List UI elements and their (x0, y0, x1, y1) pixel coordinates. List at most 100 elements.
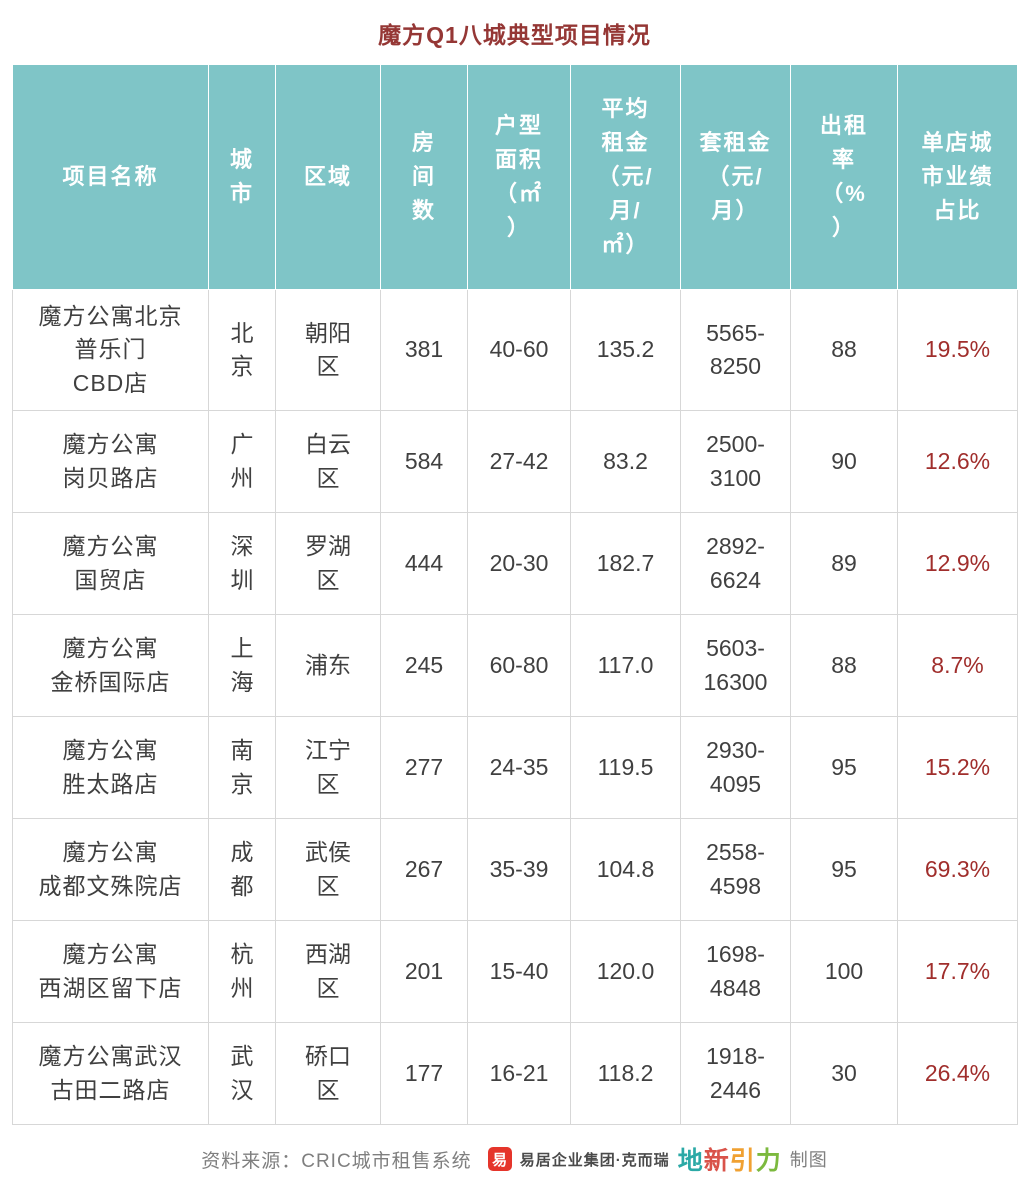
cell-occupancy-rate: 95 (790, 716, 898, 820)
cell-city: 上 海 (208, 614, 276, 718)
cell-district: 江宁 区 (275, 716, 381, 820)
header-row: 项目名称 城 市 区域 房 间 数 户型 面积 （㎡ ） 平均 租金 （元/ 月… (12, 64, 1018, 290)
cell-district: 西湖 区 (275, 920, 381, 1024)
cell-project-name: 魔方公寓 岗贝路店 (12, 410, 209, 514)
header-unit-area: 户型 面积 （㎡ ） (467, 64, 571, 290)
header-performance-share: 单店城 市业绩 占比 (897, 64, 1018, 290)
cell-occupancy-rate: 90 (790, 410, 898, 514)
cell-city: 成 都 (208, 818, 276, 922)
cell-unit-area: 35-39 (467, 818, 571, 922)
cell-performance-share: 12.6% (897, 410, 1018, 514)
cell-unit-rent: 5565- 8250 (680, 288, 791, 412)
cell-occupancy-rate: 95 (790, 818, 898, 922)
table-row: 魔方公寓 岗贝路店 广 州 白云 区 584 27-42 83.2 2500- … (12, 410, 1018, 514)
cell-district: 罗湖 区 (275, 512, 381, 616)
cell-unit-rent: 2892- 6624 (680, 512, 791, 616)
cell-project-name: 魔方公寓 金桥国际店 (12, 614, 209, 718)
cell-project-name: 魔方公寓 国贸店 (12, 512, 209, 616)
brand-char: 引 (729, 1147, 756, 1176)
brand-char: 力 (755, 1147, 782, 1176)
cell-unit-rent: 1698- 4848 (680, 920, 791, 1024)
cell-city: 南 京 (208, 716, 276, 820)
brand-char: 新 (703, 1147, 730, 1176)
cell-performance-share: 12.9% (897, 512, 1018, 616)
cell-performance-share: 26.4% (897, 1022, 1018, 1126)
cell-rooms: 267 (380, 818, 468, 922)
cell-occupancy-rate: 30 (790, 1022, 898, 1126)
table-row: 魔方公寓武汉 古田二路店 武 汉 硚口 区 177 16-21 118.2 19… (12, 1022, 1018, 1126)
cell-avg-rent: 104.8 (570, 818, 681, 922)
cell-rooms: 277 (380, 716, 468, 820)
cell-unit-area: 20-30 (467, 512, 571, 616)
dixinyinli-logo: 地新引力 (678, 1141, 782, 1177)
cell-performance-share: 8.7% (897, 614, 1018, 718)
cell-performance-share: 17.7% (897, 920, 1018, 1024)
cell-unit-area: 60-80 (467, 614, 571, 718)
header-avg-rent: 平均 租金 （元/ 月/ ㎡） (570, 64, 681, 290)
cell-rooms: 245 (380, 614, 468, 718)
cell-unit-area: 27-42 (467, 410, 571, 514)
cell-project-name: 魔方公寓 成都文殊院店 (12, 818, 209, 922)
logo-cluster: 易 易居企业集团·克而瑞 地新引力 制图 (487, 1141, 828, 1177)
cell-rooms: 381 (380, 288, 468, 412)
cell-occupancy-rate: 89 (790, 512, 898, 616)
cell-unit-rent: 1918- 2446 (680, 1022, 791, 1126)
cell-avg-rent: 118.2 (570, 1022, 681, 1126)
cell-city: 深 圳 (208, 512, 276, 616)
ehouse-logo-icon: 易 (487, 1147, 512, 1172)
cell-occupancy-rate: 88 (790, 288, 898, 412)
credit-label: 制图 (789, 1150, 828, 1171)
cell-unit-rent: 5603- 16300 (680, 614, 791, 718)
table-row: 魔方公寓 金桥国际店 上 海 浦东 245 60-80 117.0 5603- … (12, 614, 1018, 718)
header-occupancy-rate: 出租 率 （% ） (790, 64, 898, 290)
cell-project-name: 魔方公寓 胜太路店 (12, 716, 209, 820)
cell-performance-share: 69.3% (897, 818, 1018, 922)
cell-district: 武侯 区 (275, 818, 381, 922)
header-unit-rent: 套租金 （元/ 月） (680, 64, 791, 290)
cell-avg-rent: 182.7 (570, 512, 681, 616)
cell-city: 杭 州 (208, 920, 276, 1024)
header-rooms: 房 间 数 (380, 64, 468, 290)
table-row: 魔方公寓 成都文殊院店 成 都 武侯 区 267 35-39 104.8 255… (12, 818, 1018, 922)
header-district: 区域 (275, 64, 381, 290)
cell-district: 浦东 (275, 614, 381, 718)
ehouse-company-name: 易居企业集团·克而瑞 (519, 1151, 670, 1169)
cell-city: 武 汉 (208, 1022, 276, 1126)
cell-project-name: 魔方公寓 西湖区留下店 (12, 920, 209, 1024)
cell-district: 白云 区 (275, 410, 381, 514)
source-note: 资料来源：CRIC城市租售系统 (201, 1150, 472, 1172)
cell-unit-area: 40-60 (467, 288, 571, 412)
cell-rooms: 177 (380, 1022, 468, 1126)
cell-unit-rent: 2500- 3100 (680, 410, 791, 514)
cell-city: 北 京 (208, 288, 276, 412)
table-row: 魔方公寓 西湖区留下店 杭 州 西湖 区 201 15-40 120.0 169… (12, 920, 1018, 1024)
header-city: 城 市 (208, 64, 276, 290)
cell-performance-share: 19.5% (897, 288, 1018, 412)
cell-district: 硚口 区 (275, 1022, 381, 1126)
table-row: 魔方公寓 国贸店 深 圳 罗湖 区 444 20-30 182.7 2892- … (12, 512, 1018, 616)
cell-occupancy-rate: 100 (790, 920, 898, 1024)
data-table: 项目名称 城 市 区域 房 间 数 户型 面积 （㎡ ） 平均 租金 （元/ 月… (12, 64, 1018, 1126)
footer: 资料来源：CRIC城市租售系统 易 易居企业集团·克而瑞 地新引力 制图 (0, 1141, 1029, 1193)
cell-project-name: 魔方公寓武汉 古田二路店 (12, 1022, 209, 1126)
cell-avg-rent: 83.2 (570, 410, 681, 514)
cell-unit-rent: 2930- 4095 (680, 716, 791, 820)
cell-performance-share: 15.2% (897, 716, 1018, 820)
table-row: 魔方公寓 胜太路店 南 京 江宁 区 277 24-35 119.5 2930-… (12, 716, 1018, 820)
cell-unit-rent: 2558- 4598 (680, 818, 791, 922)
cell-district: 朝阳 区 (275, 288, 381, 412)
cell-occupancy-rate: 88 (790, 614, 898, 718)
brand-char: 地 (677, 1147, 704, 1176)
cell-unit-area: 24-35 (467, 716, 571, 820)
cell-city: 广 州 (208, 410, 276, 514)
cell-unit-area: 15-40 (467, 920, 571, 1024)
cell-project-name: 魔方公寓北京 普乐门 CBD店 (12, 288, 209, 412)
cell-avg-rent: 135.2 (570, 288, 681, 412)
cell-avg-rent: 120.0 (570, 920, 681, 1024)
cell-avg-rent: 117.0 (570, 614, 681, 718)
table-row: 魔方公寓北京 普乐门 CBD店 北 京 朝阳 区 381 40-60 135.2… (12, 288, 1018, 412)
cell-avg-rent: 119.5 (570, 716, 681, 820)
cell-rooms: 444 (380, 512, 468, 616)
cell-rooms: 201 (380, 920, 468, 1024)
